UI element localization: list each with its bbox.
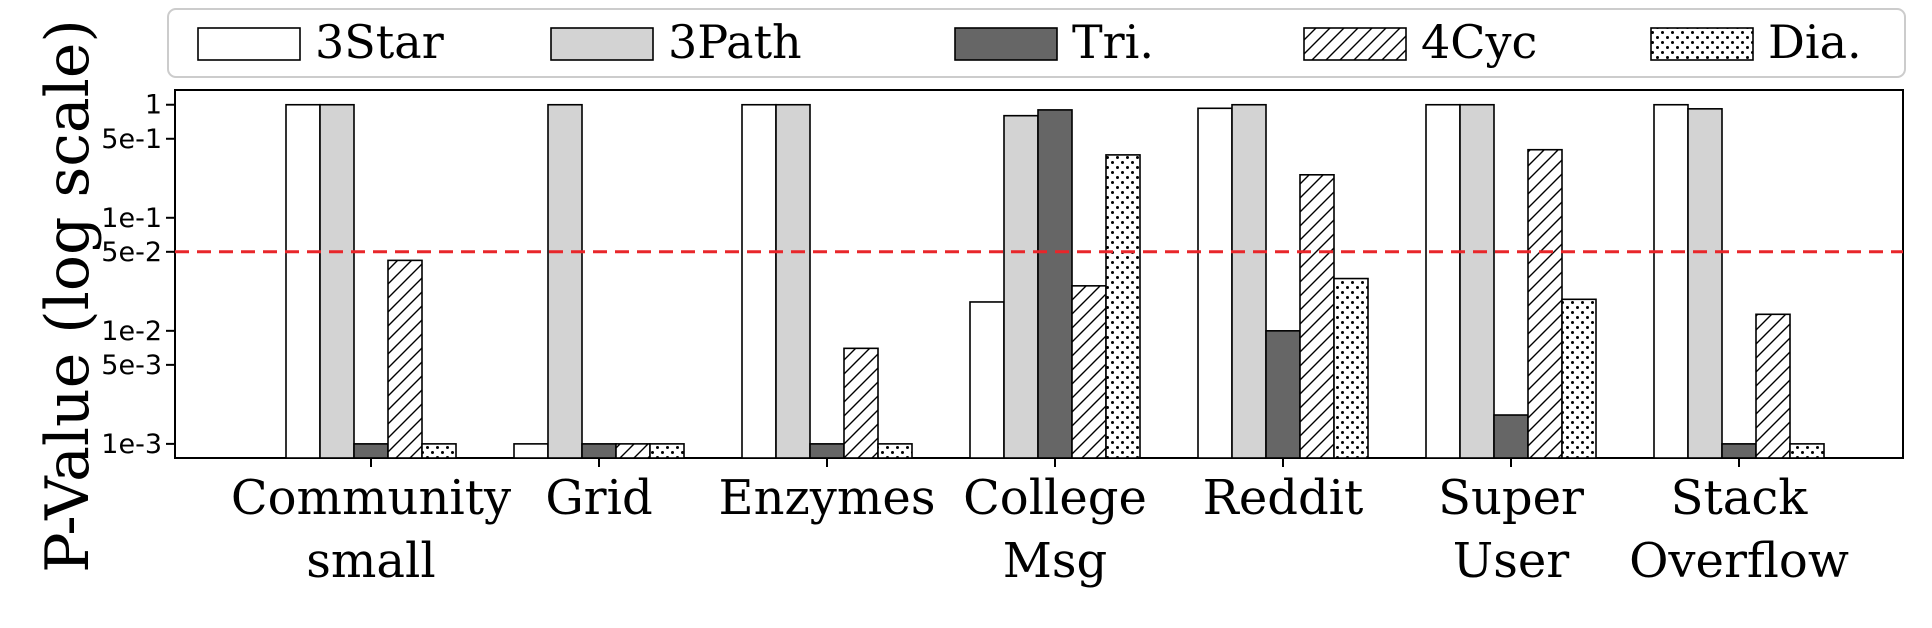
bar-4cyc-3	[1071, 285, 1107, 459]
legend-swatch-4	[1650, 27, 1754, 61]
legend-swatch-1	[550, 27, 654, 61]
bar-4cyc-1	[615, 443, 651, 459]
y-tick-label: 1e-3	[101, 429, 162, 460]
y-tick-label: 1e-2	[101, 316, 162, 347]
bar-dia-2	[877, 443, 913, 459]
bar-4cyc-5	[1527, 148, 1563, 459]
bar-3path-0	[319, 103, 355, 459]
bar-3path-5	[1459, 103, 1495, 459]
bar-dia-0	[421, 443, 457, 459]
bar-4cyc-4	[1299, 173, 1335, 459]
legend-label: Tri.	[1072, 15, 1154, 69]
x-tick-label: Grid	[545, 470, 652, 526]
y-tick-label: 1	[145, 90, 162, 121]
y-tick-label: 5e-3	[101, 350, 162, 381]
y-tick-label: 1e-1	[101, 203, 162, 234]
bar-dia-3	[1105, 154, 1141, 459]
bar-dia-5	[1561, 298, 1597, 459]
bar-dia-1	[649, 443, 685, 459]
x-tick-label: Msg	[1003, 533, 1108, 589]
bar-3star-6	[1653, 103, 1689, 459]
y-tick-label: 5e-1	[101, 124, 162, 155]
legend: 3Star 3Path Tri. 4Cyc Dia.	[167, 8, 1906, 78]
legend-label: 3Star	[315, 15, 444, 69]
x-tick-label: small	[306, 533, 435, 589]
legend-swatch-2	[954, 27, 1058, 61]
y-tick-label: 5e-2	[101, 237, 162, 268]
bar-3path-1	[547, 103, 583, 459]
legend-label: 3Path	[668, 15, 802, 69]
bar-4cyc-2	[843, 347, 879, 459]
x-tick-label: Community	[231, 470, 511, 526]
legend-swatch-0	[197, 27, 301, 61]
x-tick-label: User	[1453, 533, 1569, 589]
legend-label: Dia.	[1768, 15, 1862, 69]
bar-3path-3	[1003, 114, 1039, 459]
legend-label: 4Cyc	[1421, 15, 1537, 69]
bar-4cyc-6	[1755, 313, 1791, 459]
bar-tri-1	[581, 443, 617, 459]
bar-3path-4	[1231, 103, 1267, 459]
x-tick-label: Overflow	[1629, 533, 1849, 589]
x-tick-label: College	[963, 470, 1147, 526]
bars	[285, 103, 1825, 459]
y-axis-title: P-Value (log scale)	[33, 19, 103, 572]
x-tick-label: Reddit	[1203, 470, 1364, 526]
bar-3path-2	[775, 103, 811, 459]
bar-tri-5	[1493, 414, 1529, 459]
bar-3star-2	[741, 103, 777, 459]
y-axis: 15e-1 1e-15e-2 1e-25e-3 1e-3	[101, 90, 175, 460]
legend-swatch-3	[1303, 27, 1407, 61]
bar-dia-6	[1789, 443, 1825, 459]
x-tick-label: Enzymes	[719, 470, 936, 526]
bar-tri-4	[1265, 330, 1301, 459]
x-tick-label: Super	[1438, 470, 1584, 526]
bar-3star-3	[969, 301, 1005, 459]
bar-3path-6	[1687, 108, 1723, 459]
bar-3star-0	[285, 103, 321, 459]
bar-dia-4	[1333, 277, 1369, 459]
bar-tri-2	[809, 443, 845, 459]
bar-4cyc-0	[387, 259, 423, 459]
bar-tri-6	[1721, 443, 1757, 459]
bar-tri-3	[1037, 109, 1073, 459]
x-tick-label: Stack	[1671, 470, 1809, 526]
bar-tri-0	[353, 443, 389, 459]
x-axis: Community small Grid Enzymes College Msg Reddi…	[231, 458, 1849, 589]
bar-3star-5	[1425, 103, 1461, 459]
bar-3star-1	[513, 443, 549, 459]
bar-3star-4	[1197, 107, 1233, 459]
